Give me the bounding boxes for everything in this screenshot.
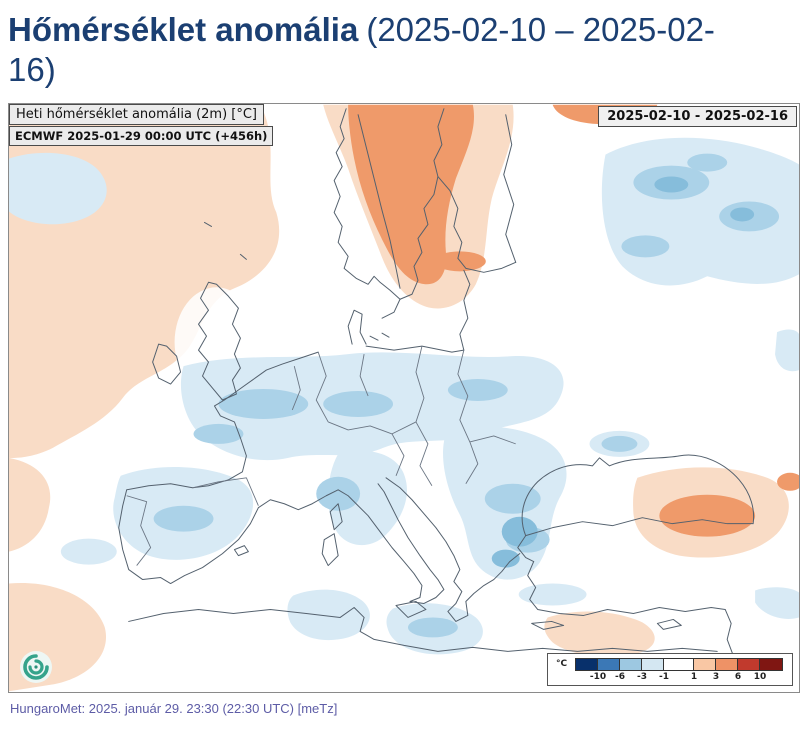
legend-tick-label: 1 xyxy=(690,671,698,682)
cyclone-swirl xyxy=(23,653,49,680)
anomaly-map-panel: Heti hőmérséklet anomália (2m) [°C] ECMW… xyxy=(8,102,800,693)
legend-unit-label: °C xyxy=(556,659,568,669)
legend-tick-label: -3 xyxy=(637,671,647,682)
map-date-range: 2025-02-10 - 2025-02-16 xyxy=(598,105,797,127)
legend-cell xyxy=(716,658,738,670)
legend-cell xyxy=(642,658,664,670)
legend-cell xyxy=(620,658,642,670)
page-title-main: Hőmérséklet anomália xyxy=(8,11,359,48)
legend-cell xyxy=(760,658,782,670)
cold-strong-regions xyxy=(491,176,755,568)
country-borders xyxy=(126,345,516,566)
page-title: Hőmérséklet anomália (2025-02-10 – 2025-0… xyxy=(8,10,748,91)
legend-tick-label: 3 xyxy=(712,671,720,682)
legend-tick-label: -10 xyxy=(589,671,607,682)
legend-cell xyxy=(664,658,694,670)
cyclone-logo-icon xyxy=(20,650,52,683)
color-legend: °C -10 -6 -3 -1 1 3 6 10 xyxy=(547,652,793,686)
legend-ticks: -10 -6 -3 -1 1 3 6 10 xyxy=(576,671,784,683)
legend-tick-label: -6 xyxy=(615,671,625,682)
legend-tick-label: -1 xyxy=(659,671,669,682)
legend-cell xyxy=(694,658,716,670)
europe-anomaly-map xyxy=(9,104,799,691)
legend-tick-label: 6 xyxy=(734,671,742,682)
legend-tick-label: 10 xyxy=(753,671,767,682)
legend-cell xyxy=(738,658,760,670)
coastlines xyxy=(118,107,755,656)
legend-cell xyxy=(598,658,620,670)
legend-cell xyxy=(576,658,598,670)
legend-bar xyxy=(575,657,783,671)
map-overlay-title: Heti hőmérséklet anomália (2m) [°C] xyxy=(9,103,264,125)
page-title-dates: (2025-02-10 – 2025-02-16) xyxy=(8,11,715,89)
footer-credit: HungaroMet: 2025. január 29. 23:30 (22:3… xyxy=(10,700,338,716)
map-overlay-run: ECMWF 2025-01-29 00:00 UTC (+456h) xyxy=(9,125,274,146)
